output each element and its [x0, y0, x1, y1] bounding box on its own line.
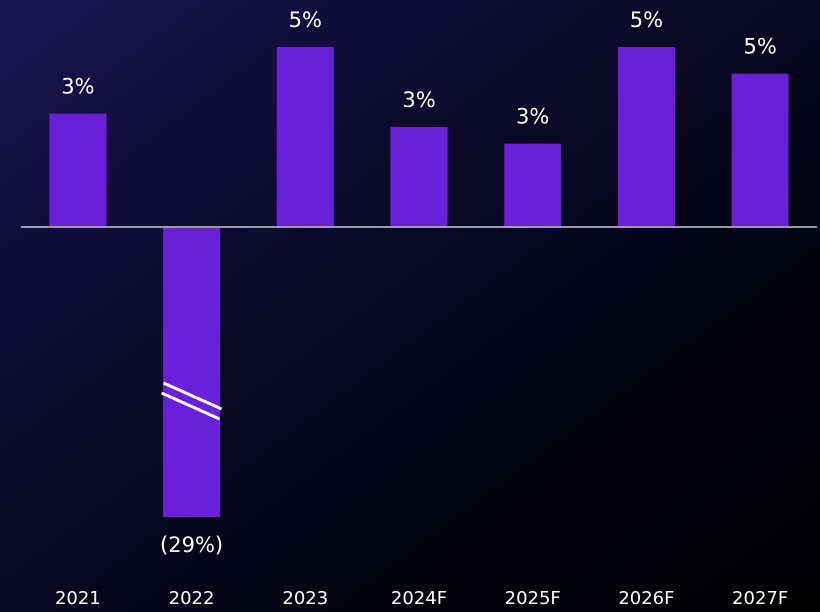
axis-break	[160, 391, 221, 421]
bar	[731, 73, 789, 228]
x-tick-label: 2021	[55, 588, 101, 609]
x-tick-label: 2026F	[618, 588, 674, 609]
bar	[49, 113, 107, 227]
value-label: (29%)	[160, 533, 223, 557]
x-tick-label: 2023	[282, 588, 328, 609]
value-label: 5%	[289, 8, 322, 32]
value-label: 5%	[630, 8, 663, 32]
value-label: 3%	[402, 88, 435, 112]
bar	[504, 143, 562, 227]
x-tick-label: 2027F	[732, 588, 788, 609]
x-tick-label: 2025F	[505, 588, 561, 609]
bar	[617, 47, 675, 227]
value-label: 3%	[61, 75, 94, 99]
bar	[390, 127, 448, 227]
bar	[163, 227, 221, 517]
bar	[276, 47, 334, 227]
x-tick-label: 2022	[169, 588, 215, 609]
value-label: 3%	[516, 105, 549, 129]
value-label: 5%	[743, 35, 776, 59]
axis-break	[162, 381, 223, 411]
x-tick-label: 2024F	[391, 588, 447, 609]
